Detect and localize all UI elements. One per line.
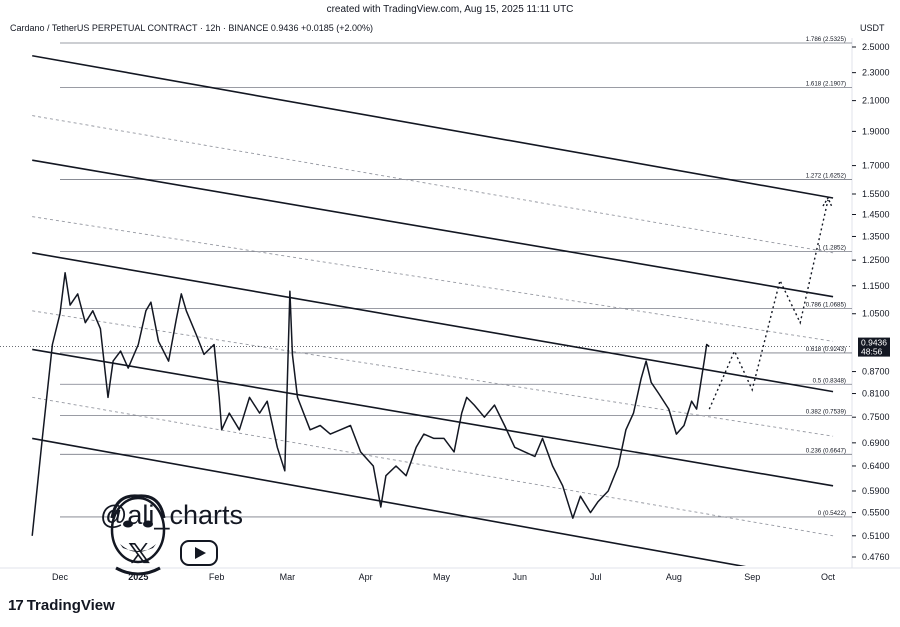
y-tick-label: 1.0500 — [862, 309, 890, 319]
author-handle: @ali_charts — [100, 500, 243, 530]
channel-line — [32, 437, 747, 566]
fib-level-label: 1.272 (1.6252) — [806, 172, 846, 179]
y-tick-label: 2.1000 — [862, 96, 890, 106]
x-tick-label: Feb — [209, 572, 225, 582]
last-price-value: 0.9436 — [861, 338, 887, 348]
y-tick-label: 1.7000 — [862, 161, 890, 171]
y-tick-label: 1.1500 — [862, 281, 890, 291]
y-tick-label: 0.4760 — [862, 552, 890, 562]
y-tick-label: 1.5500 — [862, 189, 890, 199]
y-tick-label: 2.3000 — [862, 68, 890, 78]
channel-lines — [32, 54, 834, 566]
x-tick-label: Dec — [52, 572, 69, 582]
channel-line — [32, 252, 834, 393]
y-tick-label: 0.8100 — [862, 389, 890, 399]
fib-level-label: 0 (0.5422) — [818, 510, 846, 517]
projection-arrowhead — [822, 196, 833, 208]
channel-line — [32, 159, 834, 298]
fib-level-label: 1.618 (2.1907) — [806, 81, 846, 88]
x-tick-label: Mar — [280, 572, 296, 582]
y-tick-label: 1.3500 — [862, 231, 890, 241]
x-tick-label: Jun — [513, 572, 528, 582]
y-tick-label: 0.5900 — [862, 486, 890, 496]
tradingview-mark-icon: 17 — [8, 597, 24, 614]
y-tick-label: 1.9000 — [862, 126, 890, 136]
channel-midline — [32, 115, 834, 254]
fib-level-label: 0.382 (0.7539) — [806, 409, 846, 416]
y-tick-label: 0.7500 — [862, 412, 890, 422]
symbol-info: Cardano / TetherUS PERPETUAL CONTRACT · … — [10, 23, 373, 33]
fib-level-label: 1.786 (2.5325) — [806, 36, 846, 43]
x-tick-label: Oct — [821, 572, 836, 582]
fib-level-label: 0.5 (0.8348) — [813, 377, 846, 384]
x-tick-label: Apr — [359, 572, 373, 582]
tradingview-logo-text: TradingView — [26, 597, 115, 614]
currency-label: USDT — [860, 23, 885, 33]
channel-line — [32, 348, 834, 487]
y-tick-label: 0.8700 — [862, 367, 890, 377]
tradingview-logo: 17 TradingView — [8, 597, 115, 614]
avatar-caricature-icon — [110, 494, 166, 576]
y-tick-label: 0.6900 — [862, 438, 890, 448]
fib-level-label: 0.236 (0.6647) — [806, 447, 846, 454]
x-logo-icon: 𝕏 — [128, 538, 151, 569]
price-line — [31, 271, 710, 536]
y-tick-label: 1.2500 — [862, 255, 890, 265]
x-tick-label: Sep — [744, 572, 760, 582]
bar-countdown: 48:56 — [861, 347, 883, 357]
x-tick-label: Jul — [590, 572, 602, 582]
projection-path — [708, 199, 829, 410]
y-tick-label: 1.4500 — [862, 209, 890, 219]
y-tick-label: 2.5000 — [862, 42, 890, 52]
x-tick-label: Aug — [666, 572, 682, 582]
chart-caption: created with TradingView.com, Aug 15, 20… — [326, 4, 574, 15]
last-price-badge — [858, 337, 890, 357]
x-tick-label: 2025 — [128, 572, 148, 582]
x-tick-label: May — [433, 572, 451, 582]
y-tick-label: 0.5100 — [862, 531, 890, 541]
channel-line — [32, 54, 834, 199]
fib-level-label: 0.618 (0.9243) — [806, 346, 846, 353]
y-tick-label: 0.6400 — [862, 461, 890, 471]
fib-level-label: 0.786 (1.0685) — [806, 301, 846, 308]
fib-level-label: 1 (1.2852) — [818, 245, 846, 252]
y-tick-label: 0.5500 — [862, 508, 890, 518]
youtube-icon — [180, 540, 218, 566]
